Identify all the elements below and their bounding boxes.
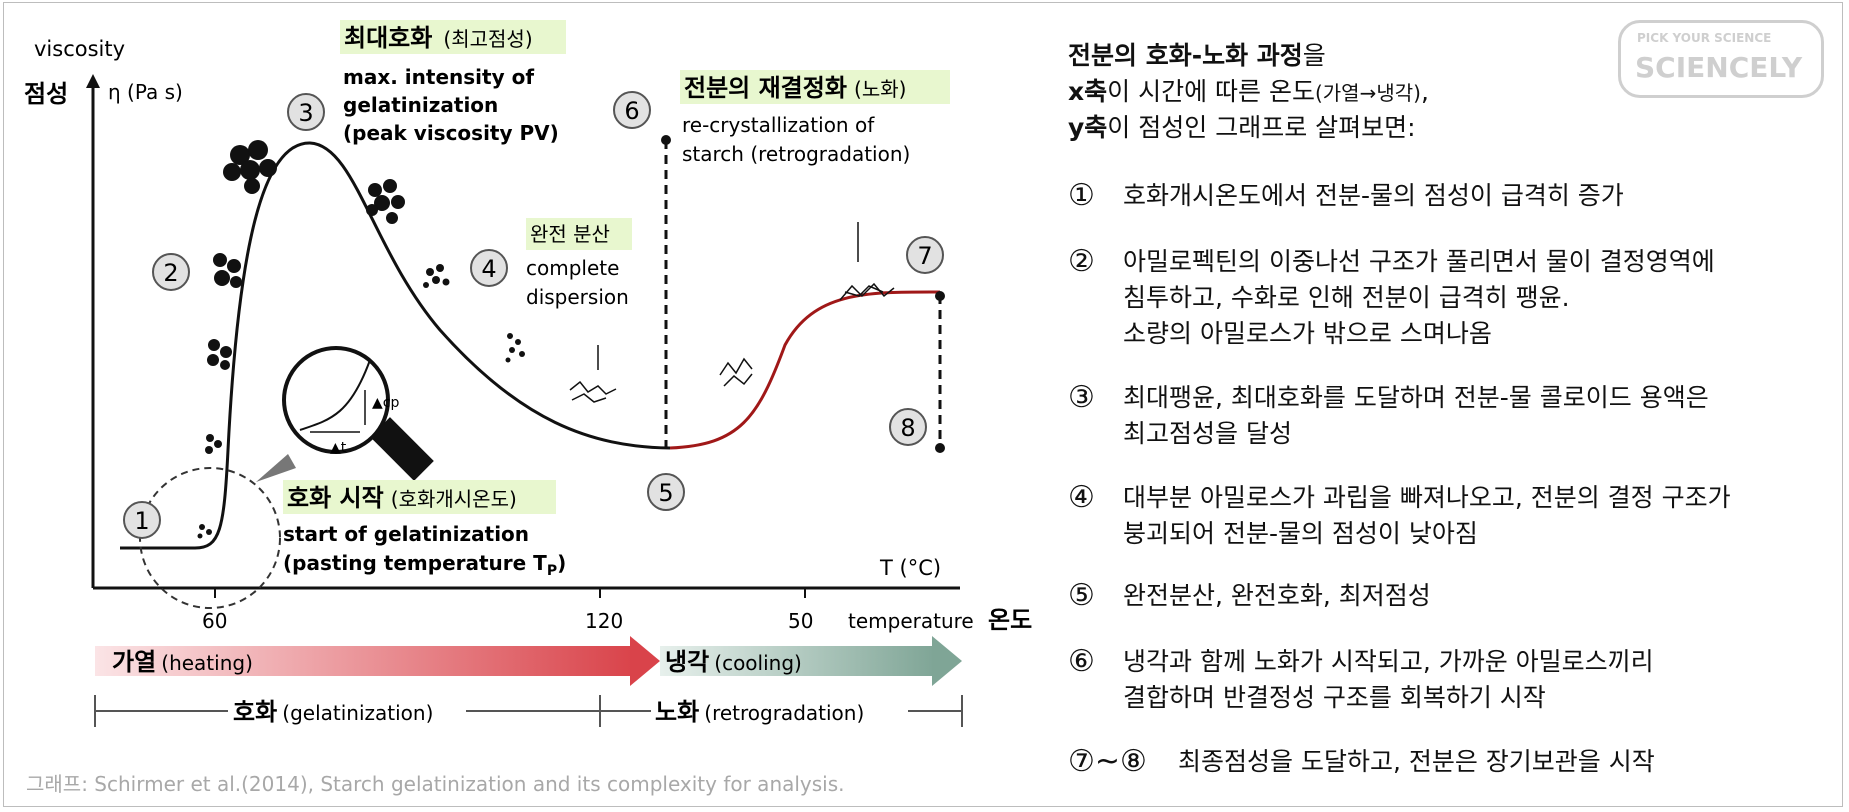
svg-text:3: 3 bbox=[298, 99, 313, 127]
dispersion-label-highlight bbox=[526, 218, 632, 250]
starch-granule-dispersed bbox=[505, 333, 525, 363]
retrogradation-curve bbox=[669, 290, 941, 450]
inset-delta-t: ▲t bbox=[330, 440, 347, 456]
starch-granule-2c bbox=[213, 253, 242, 288]
svg-text:5: 5 bbox=[658, 479, 673, 507]
y-axis-arrowhead bbox=[86, 74, 100, 88]
stage-5-circle: 5 bbox=[647, 473, 685, 511]
zoom-pointer-arrow bbox=[256, 454, 296, 482]
y-axis-label-ko: 점성 bbox=[24, 80, 68, 108]
stage-1-circle: 1 bbox=[123, 501, 161, 539]
amylose-network-7 bbox=[839, 222, 895, 301]
dispersion-desc-1: complete bbox=[526, 256, 619, 280]
start-desc-1: start of gelatinization bbox=[283, 522, 529, 546]
peak-desc-3: (peak viscosity PV) bbox=[343, 121, 559, 145]
starch-granule-2b bbox=[207, 339, 232, 370]
dispersion-label: 완전 분산 bbox=[530, 222, 610, 246]
gelatinization-diagram: viscosity 점성 η (Pa s) T (°C) 60 120 50 t… bbox=[24, 20, 1032, 796]
intro-line-2: x축이 시간에 따른 온도(가열→냉각), bbox=[1068, 77, 1429, 106]
starch-granule-3b bbox=[366, 179, 405, 224]
svg-text:6: 6 bbox=[624, 97, 639, 125]
logo-wordmark: SCIENCELY bbox=[1635, 51, 1803, 84]
stage-8-marker-top bbox=[935, 291, 945, 301]
svg-text:2: 2 bbox=[163, 259, 178, 287]
figure-frame bbox=[3, 2, 1843, 807]
stage-4-circle: 4 bbox=[470, 249, 508, 287]
stage-circles: 1 2 3 4 5 6 7 8 bbox=[123, 91, 944, 539]
retro-label: 전분의 재결정화 (노화) bbox=[684, 74, 906, 102]
stage-8-marker-bottom bbox=[935, 443, 945, 453]
axes bbox=[86, 74, 960, 598]
retrogradation-phase-label: 노화 (retrogradation) bbox=[655, 698, 864, 726]
y-axis-label-en: viscosity bbox=[34, 37, 125, 61]
svg-text:1: 1 bbox=[134, 507, 149, 535]
sciencely-logo: PICK YOUR SCIENCE SCIENCELY bbox=[1618, 20, 1824, 98]
peak-desc-2: gelatinization bbox=[343, 93, 498, 117]
x-tick-label-120: 120 bbox=[585, 609, 623, 633]
x-axis-unit: T (°C) bbox=[879, 556, 941, 580]
retro-label-highlight bbox=[680, 70, 950, 104]
starch-granule-2a bbox=[205, 434, 222, 454]
starch-granule-4 bbox=[423, 264, 450, 288]
intro-line-1: 전분의 호화-노화 과정을 bbox=[1068, 41, 1326, 70]
stage-6-marker bbox=[661, 135, 671, 145]
heating-label: 가열 (heating) bbox=[112, 648, 253, 676]
dispersion-desc-2: dispersion bbox=[526, 285, 629, 309]
intro-line-3: y축이 점성인 그래프로 살펴보면: bbox=[1068, 113, 1416, 142]
x-tick-label-50: 50 bbox=[788, 609, 813, 633]
starch-granule-3 bbox=[223, 140, 277, 194]
y-axis-unit: η (Pa s) bbox=[108, 80, 183, 104]
amylose-strands-5 bbox=[569, 345, 617, 403]
svg-text:8: 8 bbox=[900, 414, 915, 442]
peak-label-highlight bbox=[340, 20, 566, 54]
start-label-highlight bbox=[283, 480, 556, 514]
amylose-strands-6 bbox=[719, 357, 753, 387]
x-tick-label-60: 60 bbox=[202, 609, 227, 633]
logo-tagline: PICK YOUR SCIENCE bbox=[1637, 31, 1772, 45]
x-axis-label-en: temperature bbox=[848, 609, 974, 633]
stage-6-circle: 6 bbox=[613, 91, 651, 129]
stage-3-circle: 3 bbox=[287, 93, 325, 131]
inset-delta-cp: ▲cp bbox=[372, 395, 399, 411]
x-axis-label-ko: 온도 bbox=[988, 606, 1032, 634]
cooling-arrow bbox=[660, 636, 962, 686]
retro-desc-2: starch (retrogradation) bbox=[682, 142, 910, 166]
svg-text:4: 4 bbox=[481, 255, 496, 283]
stage-8-circle: 8 bbox=[889, 408, 927, 446]
gelatinization-curve bbox=[120, 141, 671, 550]
gelatinization-phase-label: 호화 (gelatinization) bbox=[233, 698, 433, 726]
heating-arrow bbox=[95, 636, 660, 686]
stage-7-circle: 7 bbox=[906, 236, 944, 274]
magnifier-handle bbox=[370, 417, 434, 481]
stage-2-circle: 2 bbox=[152, 253, 190, 291]
retro-desc-1: re-crystallization of bbox=[682, 113, 875, 137]
inset-curve bbox=[299, 359, 371, 431]
start-desc-2: (pasting temperature TP) bbox=[283, 551, 566, 579]
peak-label: 최대호화 (최고점성) bbox=[344, 24, 533, 52]
peak-desc-1: max. intensity of bbox=[343, 65, 534, 89]
source-caption: 그래프: Schirmer et al.(2014), Starch gelat… bbox=[26, 772, 845, 796]
phase-brackets bbox=[94, 695, 963, 727]
start-label: 호화 시작 (호화개시온도) bbox=[287, 484, 517, 512]
starch-granule-1 bbox=[197, 524, 212, 539]
magnifier-inset: ▲cp ▲t bbox=[139, 346, 434, 609]
cooling-label: 냉각 (cooling) bbox=[665, 648, 802, 676]
svg-text:7: 7 bbox=[917, 242, 932, 270]
